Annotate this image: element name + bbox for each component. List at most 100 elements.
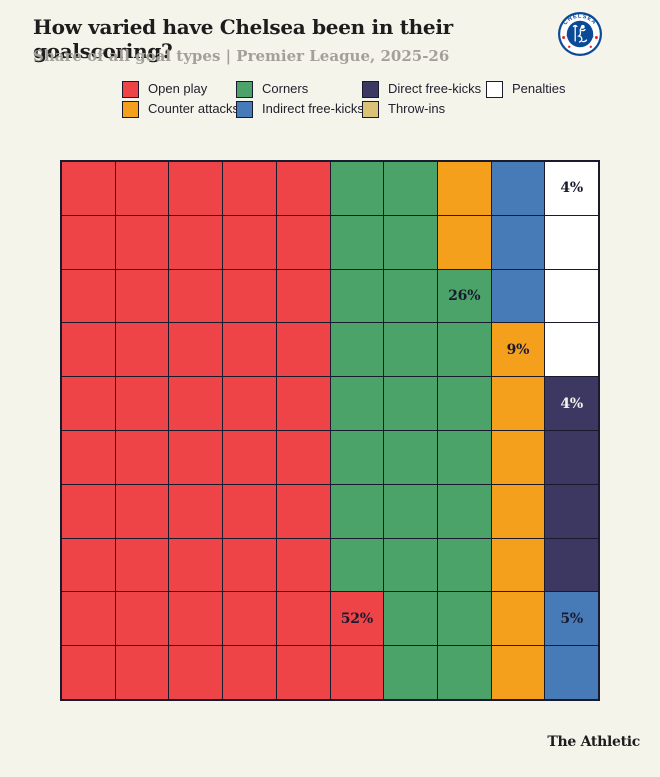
waffle-cell bbox=[545, 430, 598, 484]
waffle-cell bbox=[384, 323, 437, 377]
waffle-cell bbox=[545, 269, 598, 323]
waffle-cell bbox=[62, 377, 115, 430]
waffle-cell bbox=[545, 215, 598, 269]
waffle-cell bbox=[384, 484, 437, 538]
legend-swatch-icon bbox=[362, 100, 379, 118]
cell-percentage-label: 4% bbox=[560, 180, 583, 197]
waffle-cell bbox=[169, 162, 223, 215]
waffle-cell bbox=[223, 162, 276, 215]
footer-brand: The Athletic bbox=[547, 734, 640, 750]
legend-swatch-icon bbox=[236, 100, 253, 118]
waffle-cell bbox=[491, 377, 545, 430]
waffle-cell bbox=[115, 430, 169, 484]
waffle-cell bbox=[437, 215, 491, 269]
legend-swatch-icon bbox=[122, 80, 139, 98]
waffle-cell bbox=[276, 269, 330, 323]
legend-label: Penalties bbox=[512, 81, 566, 96]
waffle-cell bbox=[437, 538, 491, 592]
waffle-cell: 52% bbox=[330, 592, 384, 646]
waffle-cell bbox=[223, 592, 276, 646]
waffle-cell bbox=[384, 162, 437, 215]
legend-label: Direct free-kicks bbox=[388, 81, 482, 96]
waffle-cell: 9% bbox=[491, 323, 545, 377]
waffle-cell bbox=[169, 215, 223, 269]
waffle-cell bbox=[276, 430, 330, 484]
legend-label: Counter attacks bbox=[148, 101, 240, 116]
waffle-cell bbox=[115, 323, 169, 377]
page-title: How varied have Chelsea been in their go… bbox=[33, 15, 453, 63]
waffle-cell bbox=[115, 484, 169, 538]
waffle-cell: 5% bbox=[545, 592, 598, 646]
waffle-cell bbox=[437, 484, 491, 538]
legend-column: Direct free-kicks Throw-ins bbox=[362, 80, 481, 120]
waffle-cell bbox=[169, 269, 223, 323]
waffle-cell: 4% bbox=[545, 377, 598, 430]
cell-percentage-label: 52% bbox=[340, 610, 373, 627]
waffle-cell bbox=[330, 538, 384, 592]
waffle-cell bbox=[223, 323, 276, 377]
legend-column: Penalties bbox=[486, 80, 565, 100]
waffle-cell bbox=[115, 162, 169, 215]
waffle-cell bbox=[276, 592, 330, 646]
legend-column: Corners Indirect free-kicks bbox=[236, 80, 364, 120]
waffle-cell bbox=[62, 215, 115, 269]
waffle-cell bbox=[223, 377, 276, 430]
waffle-cell bbox=[330, 269, 384, 323]
waffle-cell bbox=[330, 484, 384, 538]
waffle-cell bbox=[169, 430, 223, 484]
waffle-cell bbox=[223, 646, 276, 699]
legend-label: Open play bbox=[148, 81, 208, 96]
cell-percentage-label: 9% bbox=[506, 341, 530, 358]
legend-item: Corners bbox=[236, 80, 364, 98]
waffle-cell: 4% bbox=[545, 162, 598, 215]
legend-label: Corners bbox=[262, 81, 309, 96]
cell-percentage-label: 26% bbox=[448, 287, 481, 304]
waffle-cell bbox=[491, 484, 545, 538]
waffle-cell bbox=[276, 484, 330, 538]
waffle-cell bbox=[223, 484, 276, 538]
waffle-cell bbox=[62, 592, 115, 646]
legend-swatch-icon bbox=[122, 100, 139, 118]
waffle-cell bbox=[276, 162, 330, 215]
waffle-cell bbox=[330, 430, 384, 484]
legend-label: Indirect free-kicks bbox=[262, 101, 364, 116]
waffle-cell bbox=[62, 484, 115, 538]
waffle-cell bbox=[437, 592, 491, 646]
waffle-cell bbox=[169, 592, 223, 646]
waffle-cell bbox=[437, 323, 491, 377]
legend-item: Counter attacks bbox=[122, 100, 239, 118]
waffle-cell bbox=[437, 646, 491, 699]
chelsea-crest-icon: CHELSEA FOOTBALL CLUB bbox=[557, 11, 603, 57]
waffle-cell bbox=[276, 215, 330, 269]
legend-item: Indirect free-kicks bbox=[236, 100, 364, 118]
waffle-cell bbox=[169, 646, 223, 699]
legend-swatch-icon bbox=[486, 80, 503, 98]
waffle-cell bbox=[330, 323, 384, 377]
waffle-cell bbox=[330, 646, 384, 699]
waffle-cell bbox=[276, 323, 330, 377]
waffle-cell bbox=[545, 323, 598, 377]
waffle-cell bbox=[62, 323, 115, 377]
waffle-cell bbox=[223, 215, 276, 269]
cell-percentage-label: 4% bbox=[560, 395, 583, 412]
waffle-cell bbox=[62, 538, 115, 592]
legend-item: Direct free-kicks bbox=[362, 80, 481, 98]
waffle-cell bbox=[223, 538, 276, 592]
waffle-cell bbox=[169, 377, 223, 430]
waffle-cell bbox=[62, 430, 115, 484]
page-subtitle: Share of all goal types | Premier League… bbox=[33, 47, 450, 65]
waffle-cell bbox=[491, 215, 545, 269]
waffle-cell bbox=[169, 484, 223, 538]
waffle-cell: 26% bbox=[437, 269, 491, 323]
waffle-cell bbox=[115, 215, 169, 269]
waffle-cell bbox=[491, 646, 545, 699]
waffle-cell bbox=[384, 646, 437, 699]
legend-item: Throw-ins bbox=[362, 100, 481, 118]
waffle-cell bbox=[330, 377, 384, 430]
waffle-cell bbox=[169, 538, 223, 592]
legend-item: Penalties bbox=[486, 80, 565, 98]
waffle-cell bbox=[223, 430, 276, 484]
waffle-cell bbox=[115, 538, 169, 592]
waffle-cell bbox=[276, 538, 330, 592]
